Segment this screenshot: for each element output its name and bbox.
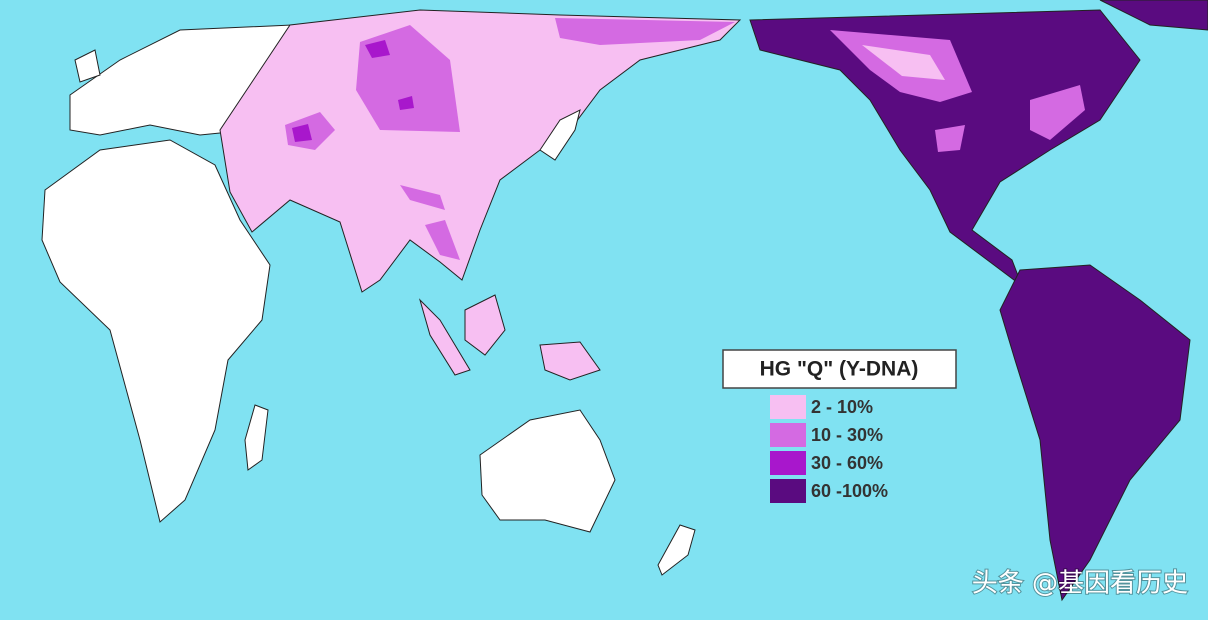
legend-label: 2 - 10% (811, 397, 873, 417)
asia-region (292, 124, 312, 142)
legend-title: HG "Q" (Y-DNA) (760, 358, 919, 381)
asia-region (365, 40, 390, 58)
island (418, 298, 471, 376)
na-region (1030, 85, 1085, 140)
na-region (862, 45, 945, 80)
britain (74, 49, 101, 83)
watermark: 头条 @基因看历史 (972, 569, 1188, 599)
legend-swatch (770, 395, 806, 419)
asia-region (400, 185, 445, 210)
south-america (999, 264, 1191, 602)
new-zealand (657, 524, 696, 576)
asia-region (555, 18, 735, 45)
island (464, 294, 506, 356)
legend: 2 - 10% 10 - 30% 30 - 60% 60 -100% (770, 395, 888, 503)
legend-label: 30 - 60% (811, 453, 883, 473)
legend-swatch (770, 423, 806, 447)
legend-label: 60 -100% (811, 481, 888, 501)
island (539, 341, 601, 381)
australia (479, 409, 616, 533)
na-region (935, 125, 965, 152)
asia-region (425, 220, 460, 260)
asia (219, 9, 742, 293)
asia-region (398, 96, 414, 110)
legend-swatch (770, 479, 806, 503)
africa (41, 139, 271, 523)
legend-swatch (770, 451, 806, 475)
madagascar (244, 404, 269, 471)
japan (539, 109, 581, 161)
greenland (1099, 0, 1208, 31)
legend-title-box (722, 349, 957, 389)
legend-label: 10 - 30% (811, 425, 883, 445)
